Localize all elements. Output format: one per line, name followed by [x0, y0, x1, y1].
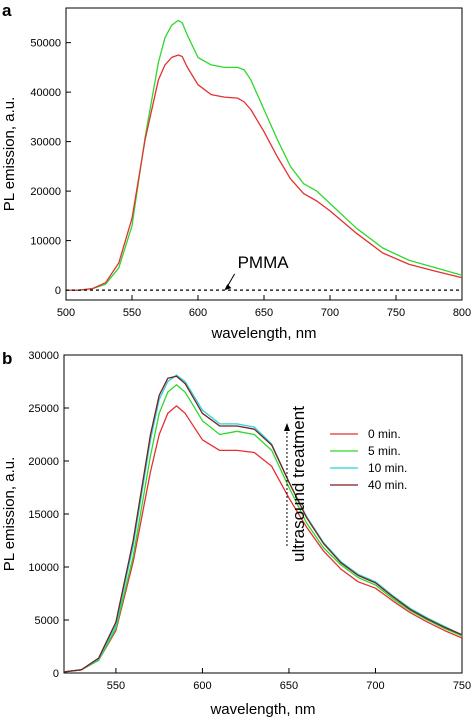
panel-a-series: [66, 19, 463, 291]
y-tick-label: 10000: [28, 562, 59, 574]
panel-a-x-axis: 500 550 600 650 700 750 800: [57, 295, 471, 319]
pmma-label: PMMA: [238, 253, 290, 272]
series-line-0-min: [63, 405, 463, 673]
y-tick-label: 10000: [30, 236, 61, 248]
y-tick-label: 50000: [30, 38, 61, 50]
series-line-5-min: [63, 384, 463, 673]
panel-b-series: [63, 374, 463, 673]
ultrasound-treatment-label: ultrasound treatment: [289, 406, 308, 562]
series-line-10-min: [63, 374, 463, 673]
x-tick-label: 600: [193, 680, 211, 692]
panel-b-x-axis-title: wavelength, nm: [209, 701, 315, 718]
x-tick-label: 600: [189, 307, 207, 319]
pmma-arrow-head: [224, 284, 232, 291]
y-tick-label: 25000: [28, 403, 59, 415]
x-tick-label: 650: [280, 680, 298, 692]
y-tick-label: 30000: [30, 137, 61, 149]
y-tick-label: 20000: [30, 186, 61, 198]
x-tick-label: 750: [453, 680, 471, 692]
y-tick-label: 0: [55, 285, 61, 297]
x-tick-label: 800: [453, 307, 471, 319]
x-tick-label: 550: [123, 307, 141, 319]
panel-b: b 0 5000 10000 15000 20000 25000 30000 550 600 6…: [1, 349, 471, 718]
series-line-curve-1: [66, 54, 463, 291]
panel-a-y-axis-title: PL emission, a.u.: [1, 97, 18, 212]
x-tick-label: 700: [321, 307, 339, 319]
panel-b-annotations: ultrasound treatment: [283, 406, 308, 562]
panel-b-plot-frame: [63, 354, 463, 674]
panel-a-annotations: PMMA: [224, 253, 290, 291]
x-tick-label: 650: [255, 307, 273, 319]
panel-a-x-axis-title: wavelength, nm: [210, 325, 316, 342]
y-tick-label: 15000: [28, 509, 59, 521]
panel-a: a 0 10000 20000 30000 40000 50000 500 550 600 65…: [1, 1, 471, 342]
panel-b-label: b: [2, 349, 12, 368]
legend-label: 10 min.: [368, 461, 407, 475]
series-line-curve-0: [66, 19, 463, 291]
x-tick-label: 700: [366, 680, 384, 692]
x-tick-label: 550: [107, 680, 125, 692]
panel-b-legend: 0 min. 5 min. 10 min. 40 min.: [330, 427, 407, 492]
panel-b-y-axis: 0 5000 10000 15000 20000 25000 30000: [28, 350, 69, 680]
ultrasound-arrow-head: [283, 423, 290, 431]
panel-a-y-axis: 0 10000 20000 30000 40000 50000: [30, 38, 71, 297]
panel-b-x-axis: 550 600 650 700 750: [107, 668, 471, 692]
y-tick-label: 30000: [28, 350, 59, 362]
panel-a-label: a: [2, 1, 12, 20]
x-tick-label: 500: [57, 307, 75, 319]
legend-label: 40 min.: [368, 478, 407, 492]
legend-label: 5 min.: [368, 444, 401, 458]
y-tick-label: 5000: [35, 615, 59, 627]
y-tick-label: 20000: [28, 456, 59, 468]
y-tick-label: 0: [53, 668, 59, 680]
panel-b-y-axis-title: PL emission, a.u.: [1, 457, 18, 572]
y-tick-label: 40000: [30, 87, 61, 99]
legend-label: 0 min.: [368, 427, 401, 441]
series-line-40-min: [63, 375, 463, 673]
x-tick-label: 750: [387, 307, 405, 319]
